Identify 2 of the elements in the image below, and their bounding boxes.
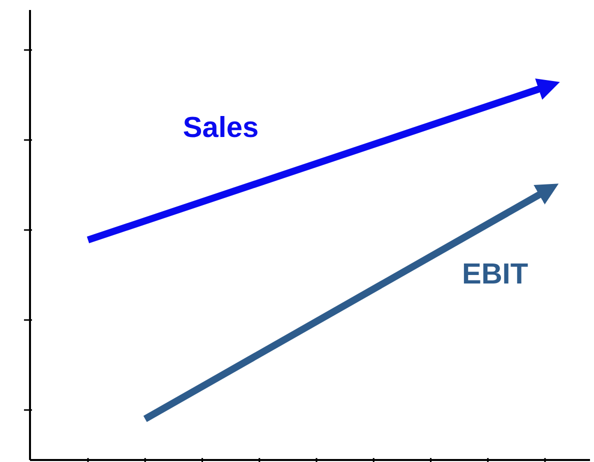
series-label: EBIT xyxy=(462,258,528,290)
series-label: Sales xyxy=(182,112,259,144)
